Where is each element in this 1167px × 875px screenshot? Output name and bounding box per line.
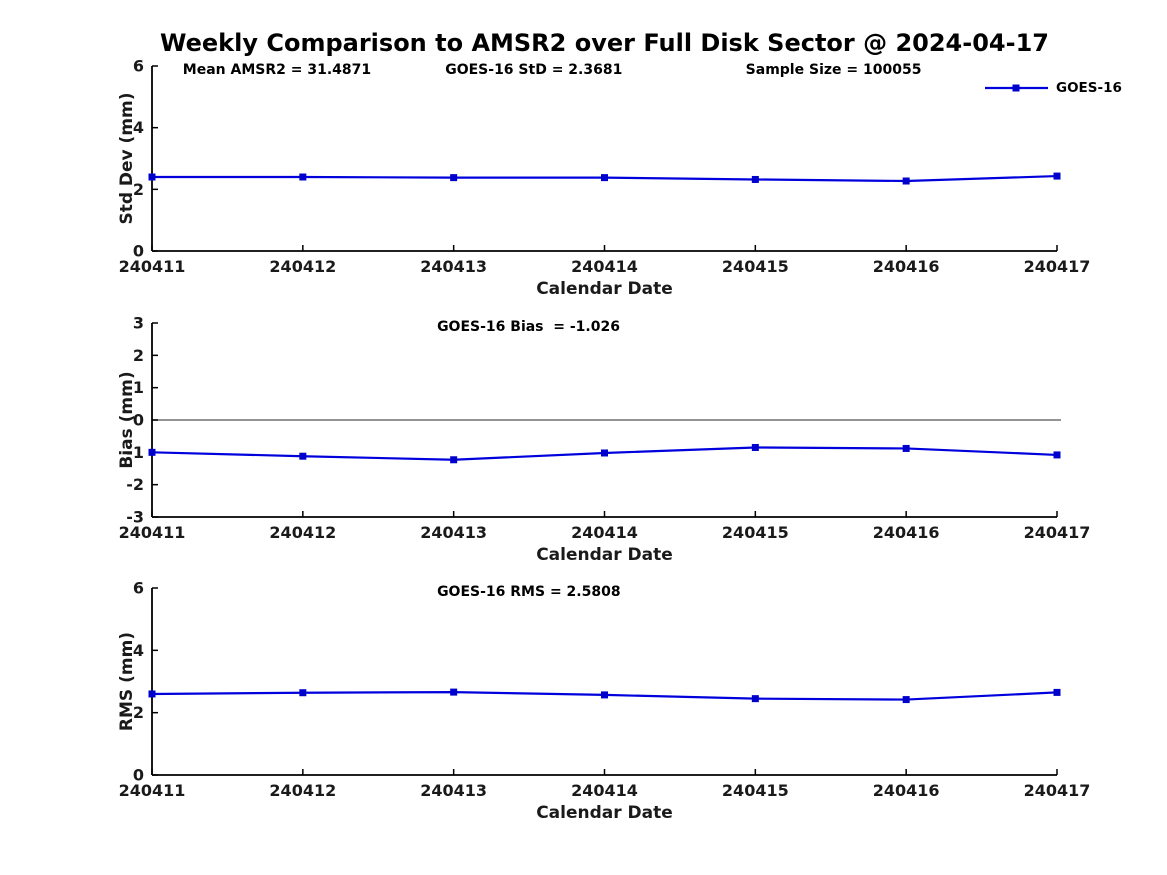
y-tick-label: 0 bbox=[133, 242, 144, 261]
x-tick-label: 240414 bbox=[571, 781, 638, 800]
y-tick-label: 1 bbox=[133, 378, 144, 397]
annotation-text: Mean AMSR2 = 31.4871 bbox=[183, 62, 371, 78]
data-point-marker bbox=[902, 444, 910, 452]
data-point-marker bbox=[751, 695, 759, 703]
y-tick-label: 2 bbox=[133, 180, 144, 199]
x-tick-label: 240412 bbox=[269, 523, 336, 542]
x-tick-label: 240414 bbox=[571, 523, 638, 542]
legend-label: GOES-16 bbox=[1056, 80, 1122, 96]
x-tick-label: 240416 bbox=[873, 523, 940, 542]
y-tick-label: 2 bbox=[133, 703, 144, 722]
data-point-marker bbox=[299, 689, 307, 697]
data-point-marker bbox=[902, 177, 910, 185]
y-tick-label: 0 bbox=[133, 411, 144, 430]
y-tick-label: 6 bbox=[133, 57, 144, 76]
data-point-marker bbox=[450, 688, 458, 696]
x-tick-label: 240413 bbox=[420, 257, 487, 276]
data-point-marker bbox=[751, 443, 759, 451]
data-point-marker bbox=[148, 448, 156, 456]
data-point-marker bbox=[1053, 688, 1061, 696]
x-tick-label: 240413 bbox=[420, 523, 487, 542]
data-point-marker bbox=[148, 173, 156, 181]
y-tick-label: -3 bbox=[126, 508, 144, 527]
y-tick-label: 4 bbox=[133, 118, 144, 137]
y-tick-label: 4 bbox=[133, 641, 144, 660]
x-tick-label: 240416 bbox=[873, 781, 940, 800]
y-tick-label: -2 bbox=[126, 475, 144, 494]
y-tick-label: 6 bbox=[133, 579, 144, 598]
x-tick-label: 240415 bbox=[722, 523, 789, 542]
data-point-marker bbox=[1053, 451, 1061, 459]
data-point-marker bbox=[299, 452, 307, 460]
data-point-marker bbox=[601, 449, 608, 457]
x-tick-label: 240412 bbox=[269, 781, 336, 800]
x-tick-label: 240415 bbox=[722, 781, 789, 800]
data-point-marker bbox=[751, 175, 759, 183]
annotation-text: GOES-16 Bias = -1.026 bbox=[437, 319, 620, 335]
data-point-marker bbox=[450, 456, 458, 464]
x-tick-label: 240416 bbox=[873, 257, 940, 276]
x-tick-label: 240411 bbox=[119, 523, 186, 542]
y-axis-label: Bias (mm) bbox=[117, 371, 137, 468]
x-tick-label: 240414 bbox=[571, 257, 638, 276]
x-tick-label: 240417 bbox=[1024, 523, 1091, 542]
x-axis-label: Calendar Date bbox=[536, 803, 673, 823]
annotation-text: GOES-16 StD = 2.3681 bbox=[445, 62, 622, 78]
x-axis-label: Calendar Date bbox=[536, 279, 673, 299]
data-point-marker bbox=[601, 174, 608, 182]
data-point-marker bbox=[902, 696, 910, 704]
annotation-text: GOES-16 RMS = 2.5808 bbox=[437, 584, 621, 600]
legend: GOES-16 bbox=[985, 80, 1122, 96]
x-tick-label: 240417 bbox=[1024, 781, 1091, 800]
data-point-marker bbox=[450, 174, 458, 182]
x-tick-label: 240412 bbox=[269, 257, 336, 276]
x-axis-label: Calendar Date bbox=[536, 545, 673, 565]
legend-marker bbox=[1012, 84, 1020, 92]
y-tick-label: 2 bbox=[133, 346, 144, 365]
figure-title: Weekly Comparison to AMSR2 over Full Dis… bbox=[160, 29, 1049, 57]
data-point-marker bbox=[299, 173, 307, 181]
y-tick-label: -1 bbox=[126, 443, 144, 462]
x-tick-label: 240411 bbox=[119, 257, 186, 276]
y-tick-label: 3 bbox=[133, 314, 144, 333]
data-point-marker bbox=[601, 691, 608, 699]
x-tick-label: 240415 bbox=[722, 257, 789, 276]
x-tick-label: 240417 bbox=[1024, 257, 1091, 276]
y-axis-label: Std Dev (mm) bbox=[117, 92, 137, 224]
data-point-marker bbox=[148, 690, 156, 698]
x-tick-label: 240411 bbox=[119, 781, 186, 800]
y-axis-label: RMS (mm) bbox=[117, 632, 137, 731]
y-tick-label: 0 bbox=[133, 766, 144, 785]
x-tick-label: 240413 bbox=[420, 781, 487, 800]
annotation-text: Sample Size = 100055 bbox=[746, 62, 922, 78]
data-point-marker bbox=[1053, 172, 1061, 180]
